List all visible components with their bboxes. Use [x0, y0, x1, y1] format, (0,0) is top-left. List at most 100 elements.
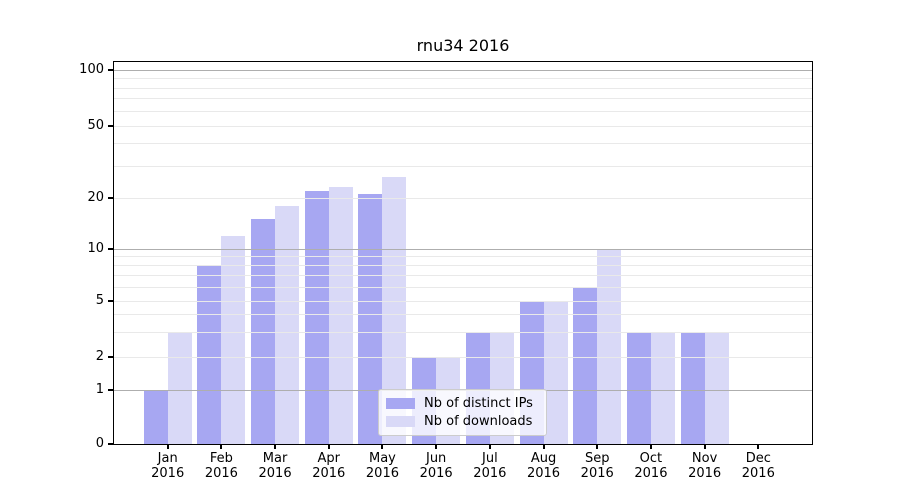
- month-name: Nov: [691, 451, 718, 466]
- x-axis-month-label: Jun 2016: [396, 451, 476, 481]
- minor-gridline: [114, 143, 812, 145]
- month-name: Jun: [425, 451, 447, 466]
- x-axis-tick: [435, 444, 438, 449]
- legend-item-distinct-ips: Nb of distinct IPs: [386, 396, 546, 411]
- major-gridline: [114, 248, 812, 250]
- minor-gridline: [114, 275, 812, 277]
- bar-downloads-sep: [597, 249, 622, 444]
- x-axis-tick: [327, 444, 330, 449]
- month-year: 2016: [634, 466, 668, 481]
- bar-distinct-ips-oct: [626, 332, 651, 444]
- x-axis-month-label: Apr 2016: [289, 451, 369, 481]
- minor-gridline: [114, 78, 812, 79]
- y-axis-tick-label: 10: [87, 241, 104, 256]
- chart-title: rnu34 2016: [416, 36, 510, 55]
- bar-downloads-apr: [328, 187, 353, 444]
- y-axis-tick: [108, 389, 114, 391]
- legend-label-distinct-ips: Nb of distinct IPs: [424, 396, 533, 411]
- legend-item-downloads: Nb of downloads: [386, 414, 546, 429]
- y-axis-tick-label: 1: [95, 382, 104, 397]
- minor-gridline: [114, 265, 812, 267]
- month-year: 2016: [741, 466, 775, 481]
- x-axis-month-label: May 2016: [342, 451, 422, 481]
- x-axis-tick: [166, 444, 169, 449]
- y-axis-tick: [108, 69, 114, 71]
- month-year: 2016: [473, 466, 507, 481]
- legend-swatch-distinct-ips-icon: [386, 398, 415, 409]
- x-axis-month-label: Jul 2016: [450, 451, 530, 481]
- month-name: Mar: [262, 451, 288, 466]
- month-name: Sep: [584, 451, 610, 466]
- bar-distinct-ips-sep: [573, 287, 598, 444]
- y-axis-tick: [108, 300, 114, 302]
- legend-label-downloads: Nb of downloads: [424, 414, 533, 429]
- x-axis-month-label: Dec 2016: [718, 451, 798, 481]
- month-year: 2016: [419, 466, 453, 481]
- bar-distinct-ips-apr: [304, 190, 329, 444]
- month-name: Dec: [745, 451, 771, 466]
- y-axis-tick: [108, 248, 114, 250]
- bar-downloads-nov: [704, 332, 729, 444]
- minor-gridline: [114, 110, 812, 112]
- minor-gridline: [114, 197, 812, 199]
- x-axis-month-label: Mar 2016: [235, 451, 315, 481]
- x-axis-tick: [542, 444, 545, 449]
- month-year: 2016: [151, 466, 185, 481]
- bar-downloads-feb: [221, 235, 246, 444]
- x-axis-month-label: Nov 2016: [665, 451, 745, 481]
- plot-area: [114, 62, 812, 444]
- major-gridline: [114, 69, 812, 71]
- bar-downloads-jan: [167, 332, 192, 444]
- legend-swatch-downloads-icon: [386, 416, 415, 427]
- x-axis-tick: [488, 444, 491, 449]
- month-year: 2016: [688, 466, 722, 481]
- bar-downloads-aug: [543, 301, 568, 444]
- month-year: 2016: [526, 466, 561, 481]
- month-name: May: [369, 451, 396, 466]
- x-axis-tick: [220, 444, 223, 449]
- y-axis-tick-label: 100: [79, 62, 104, 77]
- y-axis-tick-label: 50: [87, 118, 104, 133]
- minor-gridline: [114, 98, 812, 100]
- month-year: 2016: [365, 466, 399, 481]
- x-axis-tick: [596, 444, 599, 449]
- minor-gridline: [114, 314, 812, 316]
- minor-gridline: [114, 125, 812, 127]
- x-axis-month-label: Sep 2016: [557, 451, 637, 481]
- x-axis-tick: [274, 444, 277, 449]
- bar-distinct-ips-feb: [197, 265, 222, 444]
- month-name: Oct: [639, 451, 663, 466]
- bar-distinct-ips-jan: [143, 390, 168, 444]
- x-axis-tick: [703, 444, 706, 449]
- minor-gridline: [114, 286, 812, 288]
- month-name: Apr: [317, 451, 341, 466]
- month-year: 2016: [312, 466, 346, 481]
- x-axis-month-label: Oct 2016: [611, 451, 691, 481]
- y-axis-tick: [108, 356, 114, 358]
- y-axis-tick-label: 0: [95, 436, 104, 451]
- y-axis-tick-label: 20: [87, 190, 104, 205]
- x-axis-tick: [649, 444, 652, 449]
- bar-downloads-oct: [650, 332, 675, 444]
- minor-gridline: [114, 356, 812, 358]
- minor-gridline: [114, 300, 812, 302]
- month-year: 2016: [258, 466, 292, 481]
- x-axis-month-label: Feb 2016: [181, 451, 261, 481]
- month-year: 2016: [204, 466, 238, 481]
- minor-gridline: [114, 87, 812, 89]
- month-name: Aug: [530, 451, 557, 466]
- x-axis-month-label: Aug 2016: [504, 451, 584, 481]
- x-axis-month-label: Jan 2016: [128, 451, 208, 481]
- y-axis-tick: [108, 125, 114, 127]
- bar-distinct-ips-nov: [680, 332, 705, 444]
- y-axis-tick-label: 2: [95, 349, 104, 364]
- minor-gridline: [114, 331, 812, 333]
- month-year: 2016: [580, 466, 614, 481]
- minor-gridline: [114, 165, 812, 167]
- minor-gridline: [114, 256, 812, 258]
- y-axis-tick: [108, 197, 114, 199]
- month-name: Jan: [157, 451, 178, 466]
- month-name: Feb: [209, 451, 233, 466]
- y-axis-tick: [108, 443, 114, 445]
